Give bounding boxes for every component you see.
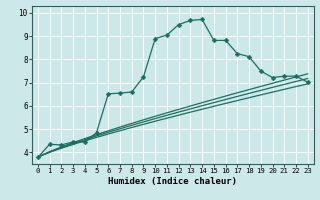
X-axis label: Humidex (Indice chaleur): Humidex (Indice chaleur) [108,177,237,186]
